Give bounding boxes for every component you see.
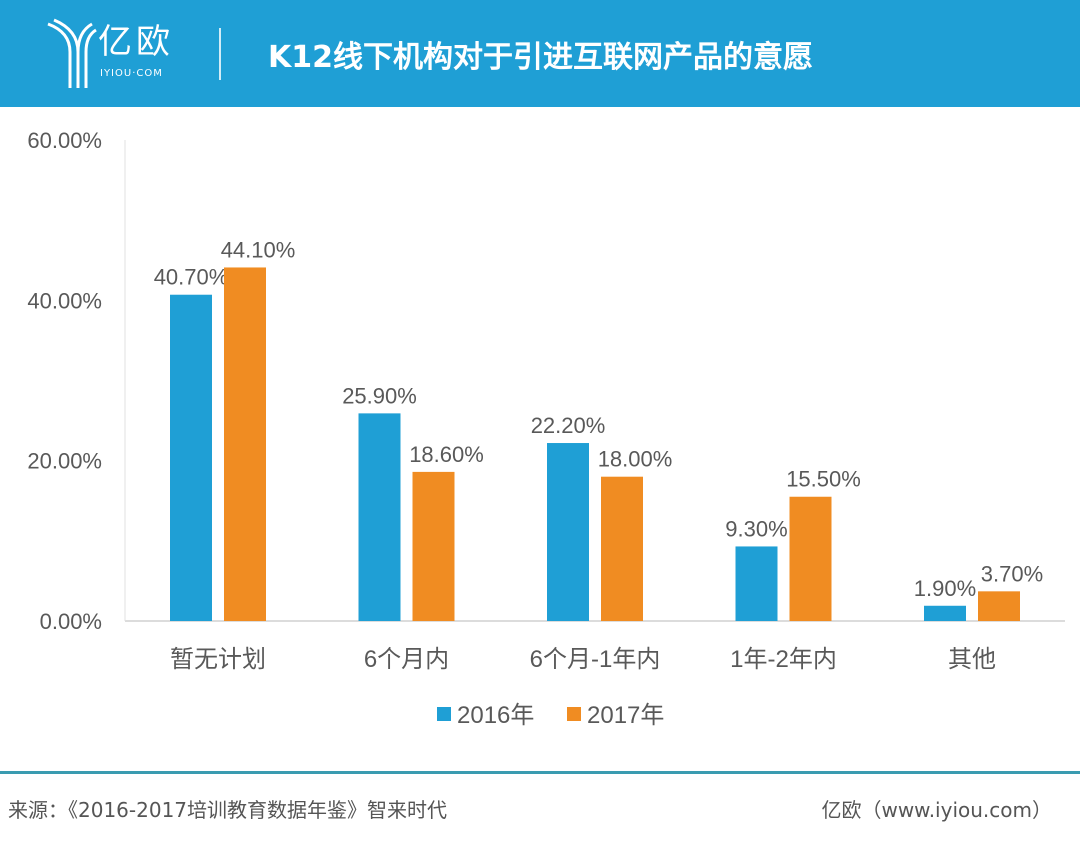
- bar-2017: [224, 267, 266, 621]
- footer-divider: [0, 771, 1080, 774]
- legend-label: 2017年: [587, 702, 664, 729]
- y-tick-label: 60.00%: [27, 128, 102, 153]
- x-tick-label: 1年-2年内: [730, 646, 837, 673]
- y-tick-label: 0.00%: [40, 609, 102, 634]
- bar-2016: [735, 546, 778, 621]
- iyiou-logo-icon: [47, 18, 97, 88]
- brand-text: 亿欧（www.iyiou.com）: [821, 798, 1052, 822]
- header-banner: 亿欧 IYIOU·COM K12线下机构对于引进互联网产品的意愿: [0, 0, 1080, 107]
- header-divider: [219, 28, 221, 80]
- data-label: 15.50%: [786, 467, 861, 492]
- data-label: 9.30%: [725, 516, 787, 541]
- logo-subtext: IYIOU·COM: [100, 68, 163, 79]
- data-label: 3.70%: [981, 561, 1043, 586]
- data-label: 18.00%: [598, 447, 673, 472]
- y-tick-label: 20.00%: [27, 449, 102, 474]
- legend-swatch-1: [567, 707, 581, 721]
- legend-swatch-0: [437, 707, 451, 721]
- bar-2017: [601, 476, 643, 621]
- bar-2017: [789, 496, 832, 621]
- x-tick-label: 6个月内: [364, 646, 449, 673]
- data-label: 40.70%: [154, 265, 229, 290]
- bar-2017: [978, 591, 1020, 621]
- logo-text: 亿欧: [98, 22, 174, 62]
- bar-2016: [170, 294, 212, 621]
- bar-2017: [412, 471, 455, 621]
- x-tick-label: 6个月-1年内: [530, 646, 661, 673]
- chart-title: K12线下机构对于引进互联网产品的意愿: [268, 40, 813, 75]
- data-label: 22.20%: [531, 413, 606, 438]
- bar-2016: [547, 443, 589, 621]
- data-label: 25.90%: [342, 383, 417, 408]
- bar-2016: [924, 605, 966, 621]
- data-label: 18.60%: [409, 442, 484, 467]
- x-tick-label: 其他: [948, 646, 996, 673]
- data-label: 1.90%: [914, 576, 976, 601]
- data-label: 44.10%: [221, 237, 296, 262]
- y-tick-label: 40.00%: [27, 288, 102, 313]
- legend-label: 2016年: [457, 702, 534, 729]
- bar-2016: [358, 413, 401, 621]
- source-text: 来源：《2016-2017培训教育数据年鉴》智来时代: [8, 798, 448, 822]
- bar-chart: 0.00% 20.00% 40.00% 60.00% 40.70% 44.10% 暂无计划 2…: [27, 128, 1065, 729]
- x-tick-label: 暂无计划: [170, 646, 266, 673]
